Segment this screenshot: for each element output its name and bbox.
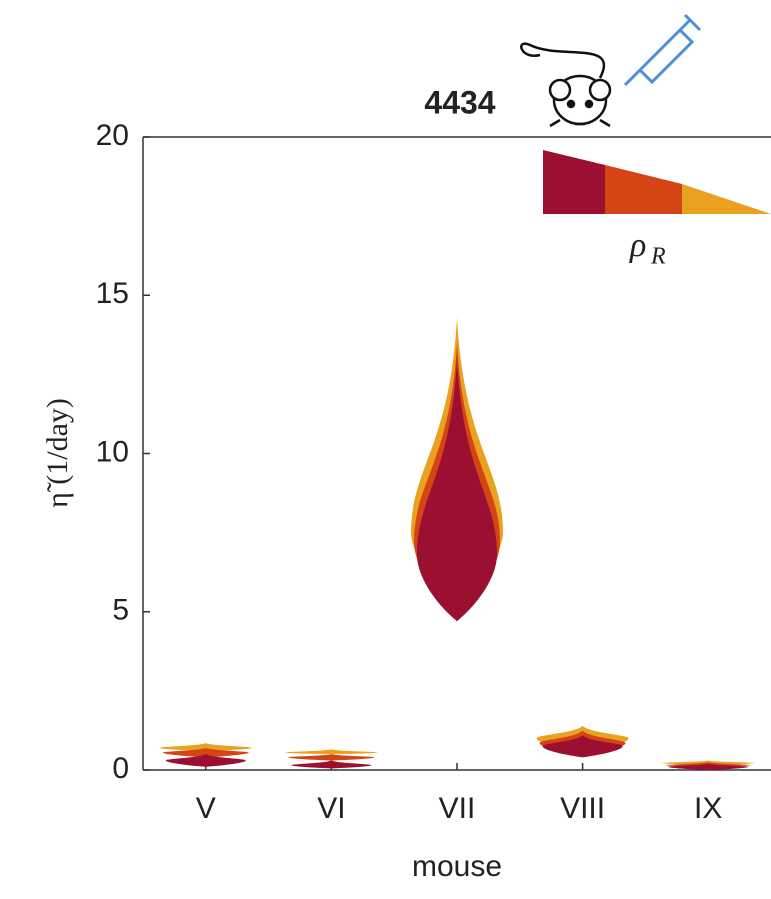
y-tick-label: 15 — [96, 277, 129, 310]
violin — [285, 749, 377, 754]
chart-title: 4434 — [424, 84, 495, 120]
mouse-icon — [521, 44, 610, 126]
y-tick-label: 10 — [96, 435, 129, 468]
y-tick-label: 20 — [96, 119, 129, 152]
x-tick-label: VI — [317, 792, 345, 825]
y-tick-label: 0 — [112, 752, 129, 785]
x-tick-label: VIII — [560, 792, 605, 825]
legend-swatch — [605, 165, 682, 214]
syringe-icon — [625, 15, 700, 85]
legend-swatch — [682, 184, 771, 214]
legend-label: ρ — [629, 227, 646, 264]
violin — [291, 761, 371, 769]
chart: 4434 η̃ (1/day) mouse ρ R 0 5 10 15 20 V VI VII… — [0, 0, 771, 894]
violin — [288, 754, 374, 760]
x-tick-label: VII — [439, 792, 476, 825]
violin — [166, 754, 246, 767]
x-tick-label: V — [196, 792, 216, 825]
x-tick-label: IX — [694, 792, 722, 825]
legend-label-subscript: R — [650, 244, 666, 270]
x-axis-label: mouse — [412, 850, 502, 883]
legend-swatch — [543, 150, 605, 214]
legend: ρ R — [543, 150, 771, 270]
y-tick-label: 5 — [112, 594, 129, 627]
y-axis-label: η̃ (1/day) — [41, 398, 74, 508]
